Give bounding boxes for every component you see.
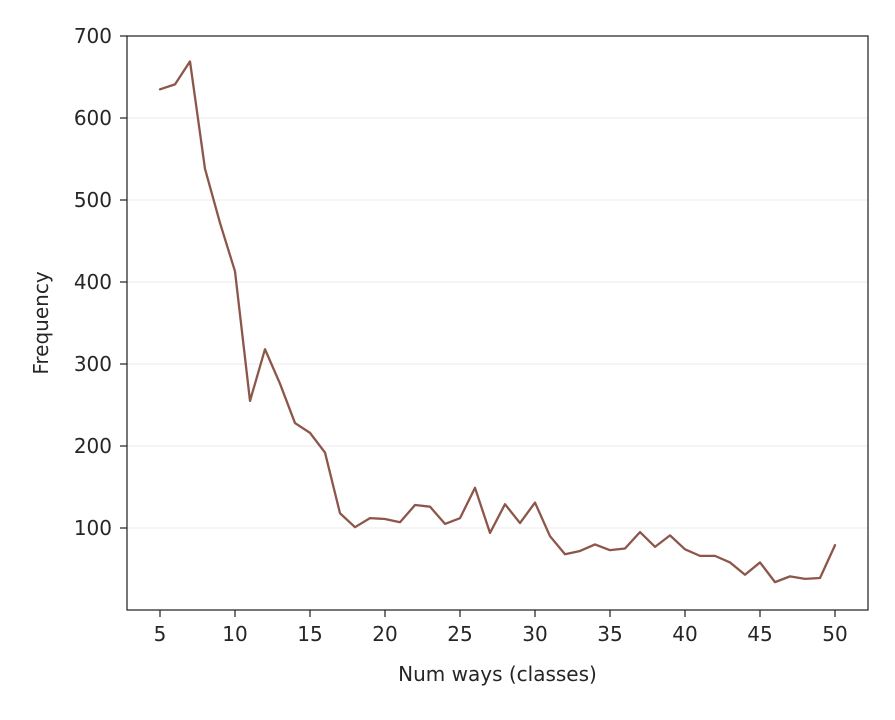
y-tick-label-600: 600 bbox=[74, 106, 112, 130]
y-tick-label-100: 100 bbox=[74, 516, 112, 540]
y-tick-label-700: 700 bbox=[74, 24, 112, 48]
x-axis-title: Num ways (classes) bbox=[398, 662, 597, 686]
plot-frame bbox=[126, 35, 869, 611]
y-tick-label-200: 200 bbox=[74, 434, 112, 458]
x-tick-label-45: 45 bbox=[747, 622, 772, 646]
x-tick-label-20: 20 bbox=[372, 622, 397, 646]
x-axis-ticks: 5 10 15 20 25 30 35 40 45 50 bbox=[154, 610, 848, 646]
x-tick-label-25: 25 bbox=[447, 622, 472, 646]
x-tick-label-5: 5 bbox=[154, 622, 167, 646]
x-tick-label-50: 50 bbox=[822, 622, 847, 646]
y-axis-ticks: 100 200 300 400 500 600 700 bbox=[74, 24, 127, 540]
series-line-0 bbox=[158, 60, 837, 584]
series-layer bbox=[158, 60, 837, 584]
x-tick-label-30: 30 bbox=[522, 622, 547, 646]
x-tick-label-10: 10 bbox=[222, 622, 247, 646]
y-tick-label-300: 300 bbox=[74, 352, 112, 376]
y-tick-label-500: 500 bbox=[74, 188, 112, 212]
y-tick-label-400: 400 bbox=[74, 270, 112, 294]
x-tick-label-35: 35 bbox=[597, 622, 622, 646]
x-tick-label-15: 15 bbox=[297, 622, 322, 646]
gridlines bbox=[127, 117, 868, 529]
y-axis-title: Frequency bbox=[29, 271, 53, 374]
x-tick-label-40: 40 bbox=[672, 622, 697, 646]
